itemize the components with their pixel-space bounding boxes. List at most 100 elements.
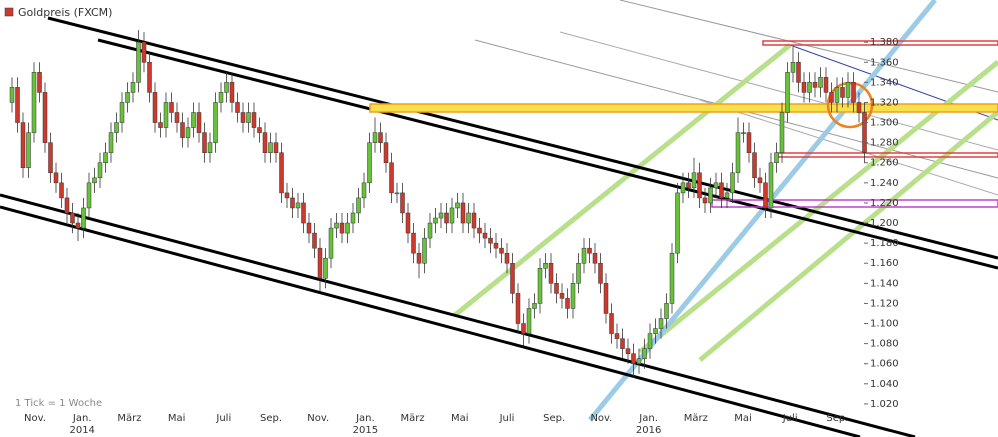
candle-body: [818, 77, 823, 88]
candle-body: [697, 172, 702, 199]
axes: 1.020 1.040 1.060 1.080 1.100 1.120 1.140 1.160…: [24, 37, 899, 436]
y-tick-label: 1.340: [870, 77, 899, 88]
candle-body: [444, 212, 449, 224]
candle-body: [339, 222, 345, 234]
y-tick-label: 1.220: [870, 198, 899, 209]
trend-line: [619, 0, 998, 93]
candle-body: [713, 182, 719, 189]
candle-body: [383, 142, 389, 163]
candle-body: [328, 227, 334, 259]
y-tick-label: 1.080: [870, 339, 899, 350]
y-tick-label: 1.040: [870, 379, 899, 390]
candle-body: [741, 132, 746, 134]
x-tick-label: Sep.: [826, 413, 848, 424]
candle-body: [405, 212, 411, 234]
candle-body: [691, 172, 697, 189]
candle-body: [471, 212, 477, 229]
candle-body: [350, 212, 356, 224]
resistance-zone: [369, 103, 998, 113]
candle-body: [570, 283, 576, 309]
candle-body: [680, 182, 686, 194]
candle-body: [702, 197, 708, 204]
candle-body: [279, 152, 284, 194]
candle-body: [416, 252, 422, 264]
candle-body: [9, 87, 15, 103]
channel-line: [47, 16, 998, 260]
candle-body: [75, 222, 81, 229]
y-tick-label: 1.300: [870, 118, 899, 129]
candle-body: [625, 348, 631, 354]
candle-body: [620, 338, 625, 349]
candle-body: [257, 127, 262, 133]
candle-body: [807, 82, 812, 93]
candle-body: [862, 112, 867, 153]
candle-body: [598, 262, 603, 284]
trend-line: [559, 31, 998, 151]
candles: [9, 30, 867, 378]
y-tick-label: 1.200: [870, 218, 899, 229]
candle-body: [845, 82, 851, 98]
candle-body: [59, 182, 64, 199]
candle-body: [763, 182, 768, 209]
candle-body: [372, 132, 378, 143]
candle-body: [581, 247, 587, 264]
candle-body: [768, 162, 774, 209]
candle-body: [141, 41, 147, 63]
candle-body: [114, 122, 119, 133]
x-tick-label: Mai: [451, 413, 469, 424]
candle-body: [823, 77, 829, 93]
candle-body: [147, 62, 152, 93]
candle-body: [851, 82, 856, 103]
candle-body: [543, 262, 548, 269]
y-tick-label: 1.240: [870, 178, 899, 189]
candle-body: [488, 237, 493, 244]
candle-body: [829, 92, 834, 103]
candle-body: [185, 127, 191, 138]
candle-body: [801, 82, 807, 93]
x-tick-label: Sep.: [543, 413, 565, 424]
candle-body: [323, 257, 328, 279]
x-tick-label: Juli: [215, 413, 231, 424]
candle-body: [196, 112, 202, 133]
candle-body: [394, 192, 400, 195]
candle-body: [675, 192, 680, 254]
candle-body: [735, 132, 741, 174]
candle-body: [246, 112, 251, 123]
candle-body: [510, 262, 515, 294]
candle-body: [284, 192, 290, 199]
candle-body: [477, 227, 482, 234]
candle-body: [119, 102, 125, 123]
candle-body: [251, 112, 257, 128]
candle-body: [213, 102, 218, 143]
level-box: [711, 199, 998, 208]
y-tick-label: 1.120: [870, 298, 899, 309]
candle-body: [345, 222, 350, 234]
candle-body: [400, 192, 405, 214]
candle-body: [796, 62, 801, 83]
candle-body: [235, 102, 240, 113]
channel-line: [0, 193, 916, 437]
candle-body: [548, 262, 554, 284]
candle-body: [103, 152, 108, 163]
candle-body: [317, 247, 323, 279]
y-tick-label: 1.260: [870, 158, 899, 169]
candle-body: [515, 293, 521, 324]
candle-body: [466, 212, 471, 224]
candle-body: [136, 41, 141, 83]
candle-body: [504, 252, 510, 264]
candle-body: [163, 102, 169, 128]
candle-body: [64, 197, 70, 214]
candle-body: [81, 207, 86, 229]
x-tick-label: Mai: [168, 413, 186, 424]
x-year-label: 2016: [636, 425, 661, 436]
y-tick-label: 1.320: [870, 97, 899, 108]
candle-body: [647, 333, 653, 349]
candle-body: [587, 247, 592, 254]
candle-body: [438, 212, 444, 219]
candle-body: [218, 92, 224, 103]
candle-body: [53, 172, 59, 184]
candle-body: [262, 132, 268, 153]
note: 1 Tick = 1 Woche: [15, 398, 102, 409]
x-tick-label: Mai: [734, 413, 752, 424]
